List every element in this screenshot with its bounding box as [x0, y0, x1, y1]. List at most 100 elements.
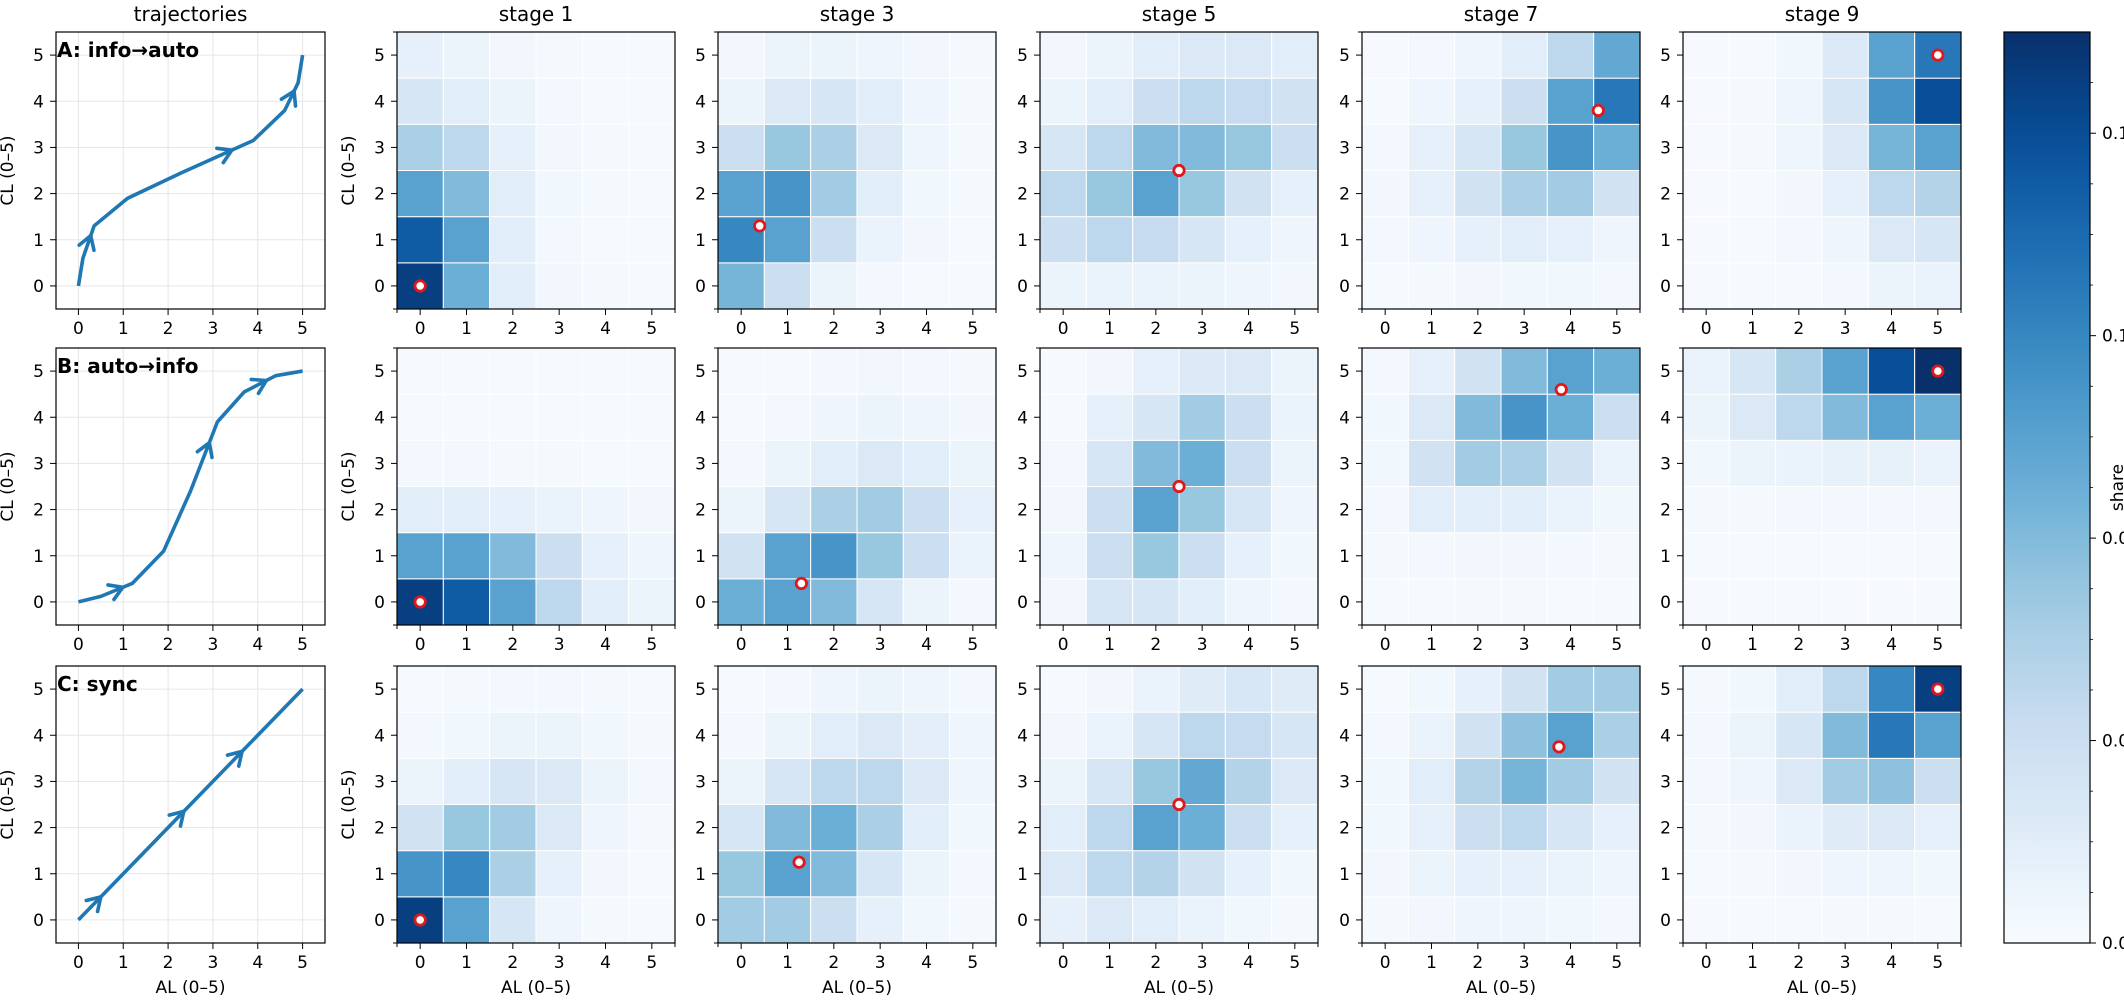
heat-cell-r4-c3: [1178, 393, 1226, 441]
heat-cell-r5-c5: [949, 31, 997, 79]
heat-cell-r0-c1: [1085, 262, 1134, 310]
y-tick-label: 1: [33, 865, 44, 885]
y-tick-label: 0: [1660, 593, 1671, 613]
heat-cell-r4-c4: [581, 711, 630, 759]
heat-cell-r3-c0: [1361, 757, 1409, 805]
heat-cell-r4-c1: [1407, 393, 1456, 441]
x-tick-label: 3: [1840, 953, 1851, 973]
y-tick-label: 2: [374, 819, 385, 839]
heat-cell-r0-c4: [1867, 578, 1916, 626]
heat-cell-r2-c3: [1821, 804, 1869, 852]
heat-cell-r1-c5: [1914, 216, 1962, 264]
heat-cell-r5-c1: [442, 31, 491, 79]
heat-cell-r0-c4: [902, 578, 951, 626]
x-tick-label: 4: [600, 635, 611, 655]
y-tick-label: 2: [1660, 819, 1671, 839]
column-title-2: stage 3: [820, 2, 895, 26]
y-tick-label: 4: [1660, 92, 1671, 112]
stage-mean-marker: [1172, 479, 1186, 494]
heat-cell-r3-c1: [442, 439, 491, 488]
y-tick-label: 0: [1017, 911, 1028, 931]
y-tick-label: 3: [1339, 138, 1350, 158]
heat-cell-r3-c3: [856, 757, 904, 805]
heat-cell-r2-c2: [1775, 804, 1823, 852]
heat-cell-r3-c3: [856, 123, 904, 172]
axes-frame: [1361, 31, 1641, 310]
heat-cell-r1-c3: [535, 850, 583, 898]
stage-mean-marker: [413, 913, 427, 927]
x-tick-label: 3: [875, 319, 886, 339]
heat-cell-r5-c4: [581, 31, 630, 79]
heat-cell-r2-c4: [1224, 170, 1273, 218]
heat-cell-r5-c2: [1454, 31, 1502, 79]
y-tick-label: 1: [695, 547, 706, 567]
heat-cell-r5-c4: [1224, 347, 1273, 395]
heat-cell-r0-c5: [1914, 578, 1962, 626]
heat-cell-r0-c3: [1500, 578, 1548, 626]
heat-cell-r4-c2: [1775, 393, 1823, 441]
heat-cell-r5-c0: [1682, 31, 1730, 79]
x-tick-label: 2: [1150, 953, 1161, 973]
heat-cell-r2-c1: [1407, 804, 1456, 852]
heat-cell-r5-c3: [1500, 665, 1548, 713]
heat-cell-r4-c5: [949, 393, 997, 441]
x-tick-label: 3: [208, 953, 219, 973]
heat-cell-r2-c1: [1085, 804, 1134, 852]
heat-cell-r2-c2: [1775, 486, 1823, 534]
heat-cell-r1-c4: [581, 850, 630, 898]
heat-cell-r0-c5: [1271, 578, 1319, 626]
trajectory-arrow-2: [249, 377, 269, 396]
heat-cell-r3-c1: [1407, 757, 1456, 805]
heat-cell-r5-c4: [1867, 31, 1916, 79]
heat-cell-r4-c4: [1867, 393, 1916, 441]
heat-cell-r4-c3: [1500, 77, 1548, 125]
heat-cell-r5-c1: [1728, 31, 1777, 79]
heat-cell-r4-c4: [902, 711, 951, 759]
heat-cell-r4-c2: [810, 393, 858, 441]
x-tick-label: 0: [73, 319, 84, 339]
heat-cell-r3-c5: [1593, 439, 1641, 488]
heat-cell-r2-c3: [1500, 486, 1548, 534]
x-tick-label: 2: [1793, 953, 1804, 973]
stage-mean-marker: [1554, 382, 1568, 397]
heat-cell-r5-c4: [902, 665, 951, 713]
heat-cell-r3-c1: [1728, 439, 1777, 488]
axes-frame: [1682, 347, 1962, 626]
heat-cell-r5-c4: [902, 31, 951, 79]
heat-cell-r4-c3: [1178, 711, 1226, 759]
heat-cell-r0-c4: [1224, 262, 1273, 310]
heat-cell-r0-c5: [628, 896, 676, 944]
axes-frame: [1682, 31, 1962, 310]
stage-mean-marker: [1591, 103, 1605, 118]
heat-cell-r3-c0: [1039, 123, 1087, 172]
heat-cell-r3-c2: [489, 757, 537, 805]
heat-cell-r1-c5: [1593, 216, 1641, 264]
heat-cell-r0-c1: [763, 262, 812, 310]
heat-cell-r1-c0: [1039, 532, 1087, 580]
column-title-0: trajectories: [134, 2, 248, 26]
y-tick-label: 2: [1339, 185, 1350, 205]
heat-cell-r2-c3: [1178, 170, 1226, 218]
heat-cell-r0-c4: [902, 896, 951, 944]
heat-cell-r4-c4: [1224, 711, 1273, 759]
x-tick-label: 2: [507, 319, 518, 339]
x-tick-label: 5: [1289, 953, 1300, 973]
heat-cell-r3-c2: [1454, 439, 1502, 488]
heat-cell-r5-c2: [1132, 31, 1180, 79]
y-tick-label: 2: [1017, 185, 1028, 205]
heat-cell-r3-c1: [1407, 123, 1456, 172]
heat-cell-r3-c0: [717, 439, 765, 488]
heat-cell-r5-c1: [442, 347, 491, 395]
heat-cell-r1-c5: [1914, 532, 1962, 580]
x-tick-label: 3: [208, 319, 219, 339]
heat-cell-r3-c2: [1132, 439, 1180, 488]
heat-cell-r3-c2: [489, 439, 537, 488]
y-tick-label: 5: [1339, 46, 1350, 66]
heat-cell-r0-c5: [1593, 578, 1641, 626]
heat-cell-r5-c2: [1775, 665, 1823, 713]
heat-cell-r4-c4: [1546, 393, 1595, 441]
heat-cell-r3-c0: [717, 123, 765, 172]
heat-cell-r2-c5: [1914, 804, 1962, 852]
y-axis-label: CL (0–5): [339, 135, 359, 205]
axes-frame: [1039, 347, 1319, 626]
